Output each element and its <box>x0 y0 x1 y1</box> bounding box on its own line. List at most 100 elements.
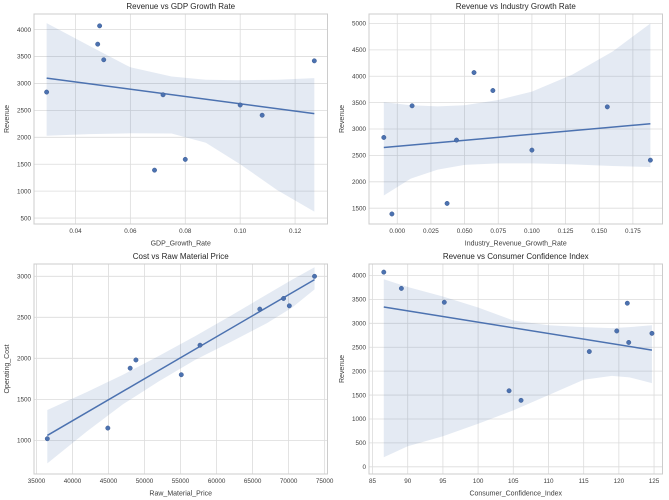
regression-line <box>46 278 315 437</box>
data-point <box>127 365 133 371</box>
data-point <box>471 70 476 76</box>
y-tick-label: 2000 <box>17 356 32 363</box>
chart-cost-vs-raw-material-price: 35000 40000 45000 50000 55000 60000 65000 70000… <box>4 252 334 498</box>
x-tick-label: 70000 <box>280 478 298 485</box>
axes-spine <box>33 13 328 225</box>
data-point <box>257 306 263 312</box>
x-tick-label: 0.04 <box>69 228 82 235</box>
y-tick-label: 4000 <box>351 73 366 80</box>
x-tick-label: 0.075 <box>490 228 506 235</box>
x-tick-label: 125 <box>648 478 659 485</box>
confidence-band <box>46 23 315 212</box>
data-point <box>625 340 631 345</box>
chart-title: Revenue vs Industry Growth Rate <box>455 2 576 11</box>
data-point <box>182 156 188 162</box>
data-point <box>648 330 654 336</box>
y-tick-label: 2500 <box>351 153 366 160</box>
data-points <box>380 70 653 217</box>
y-tick-label: 2500 <box>17 108 32 115</box>
data-point <box>133 357 139 363</box>
grid <box>368 264 662 474</box>
y-tick-labels: 1000 1500 2000 2500 3000 <box>17 274 32 445</box>
x-tick-label: 90 <box>404 478 412 485</box>
x-tick-label: 110 <box>543 478 554 485</box>
grid <box>368 14 662 224</box>
y-tick-label: 4500 <box>351 47 366 54</box>
data-point <box>286 303 292 309</box>
x-axis-label: Consumer_Confidence_Index <box>469 491 562 498</box>
x-tick-label: 40000 <box>64 478 82 485</box>
x-tick-label: 0.125 <box>557 228 573 235</box>
data-point <box>44 436 50 442</box>
regression-line <box>46 77 315 115</box>
data-point <box>453 137 459 143</box>
x-tick-label: 105 <box>508 478 519 485</box>
data-point <box>44 89 50 95</box>
data-point <box>388 211 394 217</box>
data-point <box>312 273 317 279</box>
data-point <box>152 167 157 173</box>
data-point <box>237 102 243 108</box>
y-tick-label: 2000 <box>351 368 366 375</box>
data-point <box>95 41 101 47</box>
x-tick-label: 75000 <box>316 478 334 485</box>
x-tick-label: 85 <box>369 478 377 485</box>
chart-title: Revenue vs Consumer Confidence Index <box>442 252 588 261</box>
data-point <box>586 349 592 354</box>
y-tick-label: 1500 <box>17 161 32 168</box>
x-axis-label: Industry_Revenue_Growth_Rate <box>464 241 566 248</box>
plot-area <box>368 14 662 224</box>
x-tick-label: 45000 <box>100 478 118 485</box>
subplot-cost-vs-raw-material-price: 35000 40000 45000 50000 55000 60000 65000 70000… <box>0 250 335 500</box>
data-point <box>444 200 450 206</box>
y-tick-label: 2500 <box>17 315 32 322</box>
y-tick-label: 1000 <box>17 438 32 445</box>
axes-spine <box>368 13 663 225</box>
grid <box>34 264 328 474</box>
y-tick-label: 1500 <box>351 392 366 399</box>
chart-revenue-vs-consumer-confidence-index: 85 90 95 100 105 110 115 120 125 0 500 1000 1500 2000… <box>339 252 663 498</box>
y-tick-label: 1000 <box>351 416 366 423</box>
data-point <box>380 269 386 275</box>
data-point <box>409 103 415 109</box>
data-point <box>613 328 619 334</box>
confidence-band <box>47 267 315 464</box>
chart-title: Cost vs Raw Material Price <box>133 252 230 261</box>
data-point <box>259 112 265 118</box>
y-tick-label: 4000 <box>351 273 366 280</box>
data-points <box>44 273 317 442</box>
data-point <box>197 342 203 348</box>
y-tick-label: 2500 <box>351 344 366 351</box>
plot-area <box>34 14 328 224</box>
x-tick-label: 55000 <box>172 478 190 485</box>
y-tick-label: 3000 <box>17 81 32 88</box>
x-tick-label: 35000 <box>28 478 46 485</box>
y-tick-label: 3500 <box>351 100 366 107</box>
data-point <box>97 23 103 29</box>
y-tick-label: 2000 <box>351 179 366 186</box>
x-tick-labels: 0.04 0.06 0.08 0.10 0.12 <box>69 228 301 235</box>
x-tick-label: 100 <box>472 478 483 485</box>
x-tick-label: 65000 <box>244 478 262 485</box>
x-tick-label: 50000 <box>136 478 154 485</box>
chart-revenue-vs-industry-growth-rate: 0.000 0.025 0.050 0.075 0.100 0.125 0.150 0.175… <box>339 2 663 248</box>
x-tick-label: 0.175 <box>624 228 640 235</box>
x-tick-label: 0.150 <box>591 228 607 235</box>
y-axis-label: Revenue <box>4 105 11 133</box>
x-tick-label: 0.100 <box>524 228 540 235</box>
y-tick-label: 500 <box>20 215 31 222</box>
y-tick-label: 3000 <box>351 126 366 133</box>
y-tick-labels: 0 500 1000 1500 2000 2500 3000 3500 4000 <box>351 273 366 471</box>
data-point <box>101 57 107 63</box>
confidence-band <box>383 279 652 458</box>
subplot-revenue-vs-industry-growth-rate: 0.000 0.025 0.050 0.075 0.100 0.125 0.150 0.175… <box>335 0 669 250</box>
y-axis-label: Revenue <box>339 355 346 383</box>
y-tick-label: 500 <box>355 440 366 447</box>
data-point <box>647 157 653 163</box>
data-point <box>398 285 404 291</box>
data-point <box>489 88 495 93</box>
x-tick-label: 0.06 <box>124 228 137 235</box>
data-point <box>311 58 317 64</box>
chart-title: Revenue vs GDP Growth Rate <box>126 2 235 11</box>
